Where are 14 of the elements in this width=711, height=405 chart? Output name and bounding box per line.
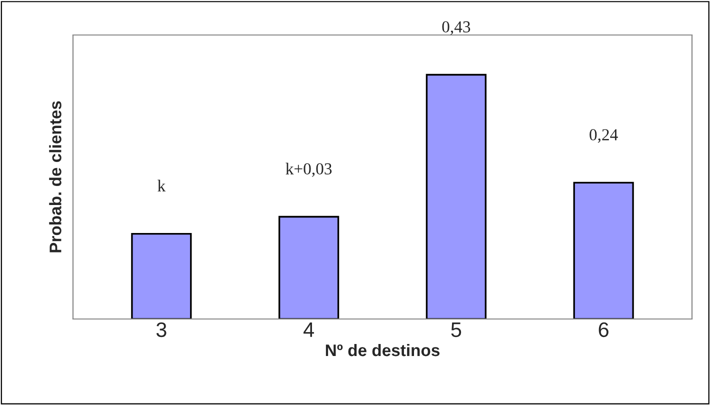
data-label: 0,24: [590, 129, 618, 143]
x-tick-label: 3: [156, 322, 166, 338]
x-axis-title: Nº de destinos: [326, 344, 440, 356]
data-label: k+0,03: [286, 162, 332, 177]
data-label: k: [158, 180, 166, 192]
bar: [426, 74, 486, 319]
x-tick-label: 6: [598, 322, 608, 338]
bar: [278, 216, 340, 319]
data-label: 0,43: [442, 21, 470, 35]
bar: [131, 232, 192, 319]
y-axis-title: Probab. de clientes: [49, 101, 62, 252]
x-tick-label: 5: [451, 322, 462, 338]
x-tick-label: 4: [303, 322, 314, 337]
bar: [573, 182, 634, 319]
